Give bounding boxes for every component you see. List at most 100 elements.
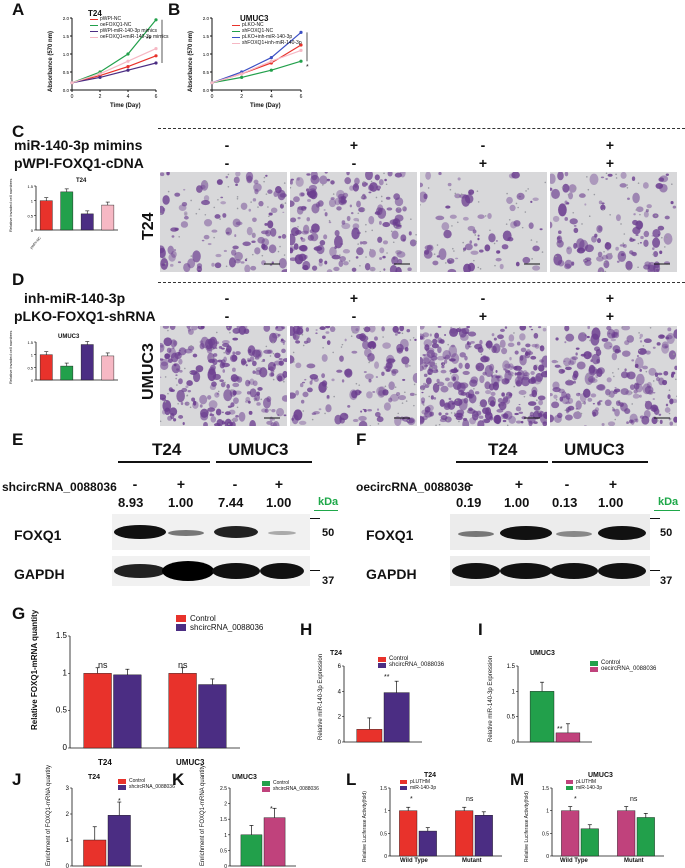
invaded-cell	[402, 378, 406, 381]
invaded-cell	[607, 173, 613, 177]
invaded-cell	[278, 360, 284, 366]
invaded-cell	[267, 189, 273, 194]
invaded-cell	[498, 403, 501, 407]
invaded-cell	[358, 420, 368, 430]
membrane-pore	[494, 399, 496, 402]
invaded-cell	[277, 189, 286, 201]
chart-b-ylabel: Absorbance (570 nm)	[188, 30, 194, 92]
invaded-cell	[632, 393, 640, 399]
invaded-cell	[467, 331, 477, 337]
y-tick-label: 0.5	[203, 70, 210, 75]
membrane-pore	[269, 355, 272, 357]
data-point	[98, 75, 102, 79]
membrane-pore	[610, 252, 612, 255]
invaded-cell	[191, 324, 198, 331]
invaded-cell	[665, 334, 673, 340]
invaded-cell	[511, 171, 520, 179]
invaded-cell	[626, 421, 629, 425]
invaded-cell	[496, 408, 504, 413]
invaded-cell	[203, 219, 213, 227]
x-tick-label: 6	[155, 94, 158, 100]
chart-i-title: UMUC3	[530, 650, 555, 657]
series-line	[71, 19, 157, 84]
membrane-pore	[357, 212, 360, 215]
e-quant-1: 8.93	[118, 495, 144, 510]
invaded-cell	[244, 324, 248, 329]
invaded-cell	[311, 203, 320, 214]
membrane-pore	[223, 351, 225, 354]
invaded-cell	[330, 180, 335, 185]
invaded-cell	[331, 254, 341, 260]
invaded-cell	[606, 249, 609, 251]
bar	[83, 839, 107, 867]
invaded-cell	[368, 184, 374, 191]
invaded-cell	[552, 215, 560, 223]
invaded-cell	[531, 386, 538, 395]
invaded-cell	[587, 375, 596, 383]
membrane-pore	[523, 395, 526, 398]
invaded-cell	[158, 358, 164, 361]
invaded-cell	[180, 221, 189, 228]
invaded-cell	[368, 324, 376, 333]
invaded-cell	[394, 214, 404, 222]
y-tick-label: 0.5	[27, 365, 33, 370]
f-sign-2: +	[514, 476, 524, 492]
f-mw-1: 50	[660, 527, 673, 539]
membrane-pore	[452, 247, 454, 250]
y-tick-label: 0.5	[380, 831, 387, 837]
invaded-cell	[381, 326, 385, 332]
invaded-cell	[514, 366, 518, 370]
invaded-cell	[501, 401, 505, 407]
invaded-cell	[663, 370, 669, 376]
invaded-cell	[561, 369, 566, 373]
invaded-cell	[183, 215, 189, 220]
invaded-cell	[387, 170, 393, 177]
invaded-cell	[633, 389, 638, 394]
membrane-pore	[255, 368, 258, 370]
f-quant-2: 1.00	[504, 495, 530, 510]
invaded-cell	[374, 336, 378, 341]
i-sig: **	[557, 726, 563, 733]
invaded-cell	[657, 372, 663, 376]
invaded-cell	[199, 342, 205, 350]
invaded-cell	[601, 254, 609, 260]
y-tick-label: 1.0	[63, 52, 70, 57]
invaded-cell	[575, 392, 581, 397]
invaded-cell	[639, 242, 643, 244]
invaded-cell	[657, 225, 665, 231]
invaded-cell	[532, 265, 541, 271]
membrane-pore	[245, 257, 248, 260]
invaded-cell	[653, 407, 660, 415]
e-mw-tick-2	[310, 570, 320, 571]
invaded-cell	[222, 213, 227, 218]
invaded-cell	[377, 390, 385, 398]
membrane-pore	[160, 212, 162, 215]
invaded-cell	[635, 220, 643, 230]
invaded-cell	[364, 409, 367, 413]
invaded-cell	[557, 230, 562, 235]
bar	[636, 817, 655, 857]
invaded-cell	[372, 391, 376, 393]
invaded-cell	[211, 381, 217, 387]
invaded-cell	[328, 221, 332, 224]
invaded-cell	[388, 397, 393, 403]
invaded-cell	[333, 266, 340, 272]
membrane-pore	[261, 254, 264, 257]
legend-g-1: Control	[190, 614, 216, 623]
invaded-cell	[464, 362, 470, 370]
invaded-cell	[211, 262, 215, 267]
f-mw-2: 37	[660, 575, 673, 587]
membrane-pore	[451, 225, 453, 227]
invaded-cell	[568, 360, 575, 366]
invaded-cell	[515, 261, 520, 267]
invaded-cell	[338, 198, 347, 206]
e-mw-tick-1	[310, 518, 320, 519]
membrane-pore	[227, 326, 230, 329]
invaded-cell	[381, 371, 385, 376]
membrane-pore	[582, 332, 585, 334]
chart-h-legend: Control shcircRNA_0088036	[378, 656, 444, 668]
micrograph-d-2	[285, 322, 421, 430]
invaded-cell	[621, 325, 631, 331]
invaded-cell	[344, 338, 347, 342]
invaded-cell	[542, 421, 548, 427]
